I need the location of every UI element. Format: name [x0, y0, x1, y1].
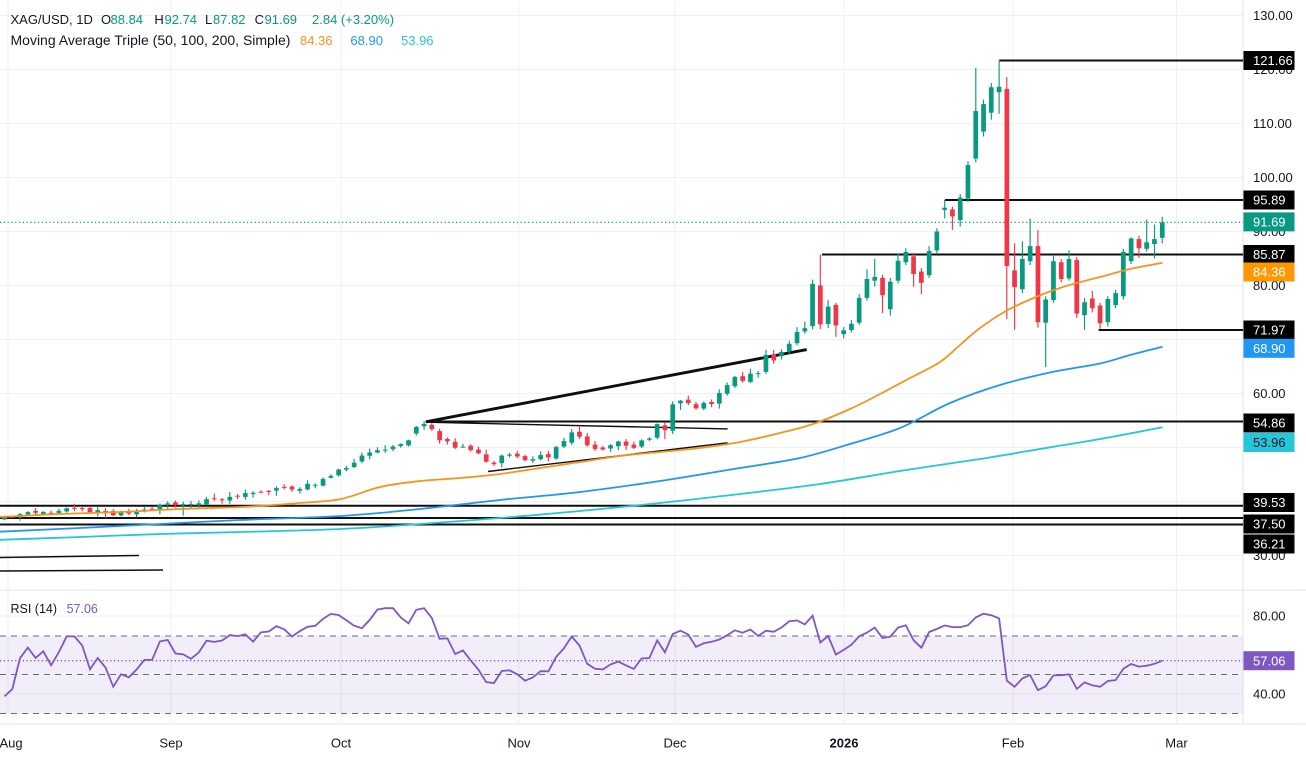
- svg-text:80.00: 80.00: [1253, 609, 1286, 624]
- svg-text:2026: 2026: [830, 736, 859, 751]
- svg-text:53.96: 53.96: [401, 33, 434, 48]
- svg-text:36.21: 36.21: [1253, 537, 1286, 552]
- svg-text:54.86: 54.86: [1253, 416, 1286, 431]
- svg-text:Mar: Mar: [1165, 736, 1188, 751]
- svg-text:95.89: 95.89: [1253, 193, 1286, 208]
- svg-text:68.90: 68.90: [350, 33, 383, 48]
- svg-text:O: O: [101, 12, 111, 27]
- svg-text:RSI (14): RSI (14): [11, 602, 58, 616]
- svg-text:Aug: Aug: [0, 736, 23, 751]
- svg-text:68.90: 68.90: [1253, 341, 1286, 356]
- svg-text:Nov: Nov: [507, 736, 531, 751]
- svg-text:57.06: 57.06: [1253, 653, 1286, 668]
- svg-text:H: H: [154, 12, 163, 27]
- svg-text:84.36: 84.36: [300, 33, 333, 48]
- svg-text:37.50: 37.50: [1253, 517, 1286, 532]
- svg-text:XAG/USD, 1D: XAG/USD, 1D: [11, 12, 93, 27]
- svg-text:Oct: Oct: [331, 736, 352, 751]
- svg-text:39.53: 39.53: [1253, 495, 1286, 510]
- svg-text:130.00: 130.00: [1253, 8, 1293, 23]
- svg-text:57.06: 57.06: [67, 602, 98, 616]
- svg-text:92.74: 92.74: [165, 12, 198, 27]
- svg-text:Moving Average Triple (50, 100: Moving Average Triple (50, 100, 200, Sim…: [11, 32, 291, 48]
- svg-text:2.84 (+3.20%): 2.84 (+3.20%): [312, 12, 394, 27]
- svg-text:100.00: 100.00: [1253, 170, 1293, 185]
- svg-text:88.84: 88.84: [111, 12, 144, 27]
- svg-text:Feb: Feb: [1002, 736, 1024, 751]
- svg-text:60.00: 60.00: [1253, 386, 1286, 401]
- svg-text:84.36: 84.36: [1253, 265, 1286, 280]
- svg-text:80.00: 80.00: [1253, 278, 1286, 293]
- svg-text:C: C: [255, 12, 264, 27]
- svg-text:Sep: Sep: [159, 736, 182, 751]
- svg-text:121.66: 121.66: [1253, 53, 1293, 68]
- svg-text:87.82: 87.82: [213, 12, 246, 27]
- svg-text:91.69: 91.69: [265, 12, 298, 27]
- svg-text:53.96: 53.96: [1253, 435, 1286, 450]
- svg-text:40.00: 40.00: [1253, 687, 1286, 702]
- svg-text:85.87: 85.87: [1253, 247, 1286, 262]
- svg-text:71.97: 71.97: [1253, 323, 1286, 338]
- svg-text:L: L: [205, 12, 212, 27]
- svg-text:Dec: Dec: [663, 736, 687, 751]
- svg-text:91.69: 91.69: [1253, 215, 1286, 230]
- svg-text:110.00: 110.00: [1253, 116, 1292, 131]
